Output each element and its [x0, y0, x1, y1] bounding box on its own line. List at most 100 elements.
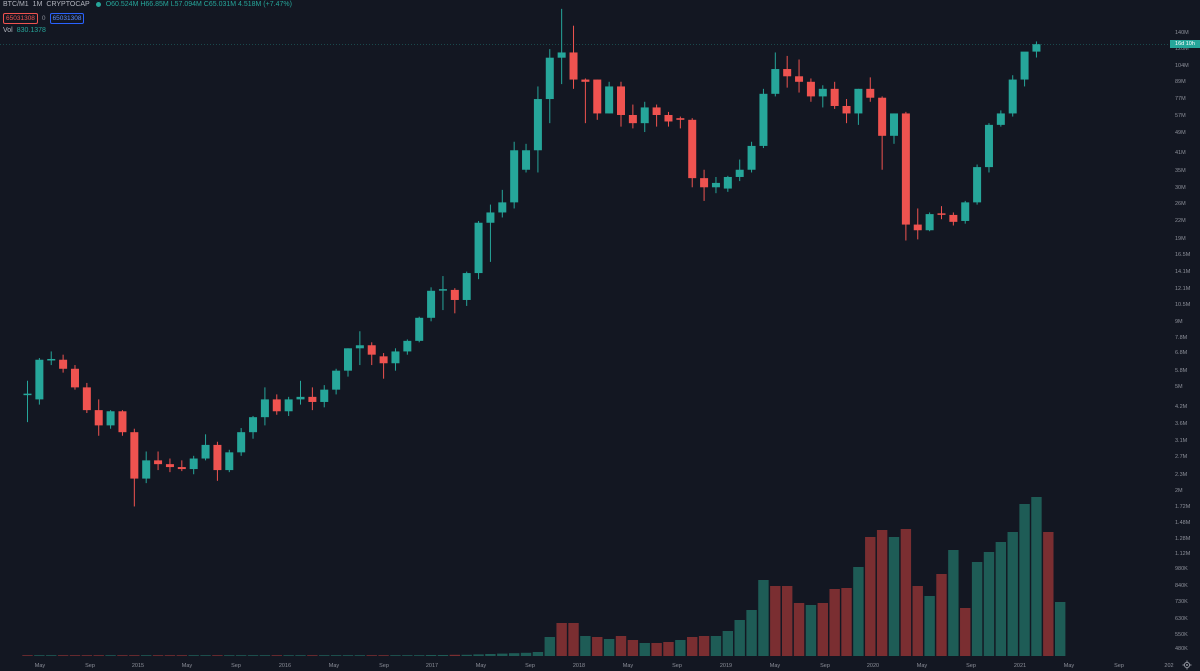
candle[interactable] — [711, 176, 720, 194]
candle[interactable] — [47, 351, 56, 366]
candle[interactable] — [154, 451, 163, 471]
candle[interactable] — [723, 175, 732, 192]
candle[interactable] — [735, 159, 744, 182]
candle[interactable] — [581, 78, 590, 124]
candle[interactable] — [913, 208, 922, 240]
candle[interactable] — [70, 365, 79, 390]
candle[interactable] — [533, 86, 542, 173]
candle[interactable] — [545, 49, 554, 124]
candle[interactable] — [284, 396, 293, 416]
candle[interactable] — [522, 143, 531, 173]
volume-bar — [1019, 504, 1030, 656]
candle[interactable] — [664, 111, 673, 127]
candle[interactable] — [201, 434, 210, 461]
interval-label[interactable]: 1M — [32, 1, 43, 8]
candle[interactable] — [1008, 75, 1017, 117]
candle[interactable] — [700, 169, 709, 201]
price-axis[interactable]: 140M 120M 104M 89M 77M 57M 49M 41M 35M 30M 26M 22M 1… — [1170, 0, 1200, 658]
candle[interactable] — [237, 428, 246, 456]
candle[interactable] — [415, 316, 424, 343]
candle[interactable] — [866, 77, 875, 102]
candle[interactable] — [23, 380, 32, 423]
candle[interactable] — [106, 410, 115, 429]
candle[interactable] — [747, 141, 756, 173]
candle[interactable] — [438, 276, 447, 311]
candle[interactable] — [486, 204, 495, 262]
candle[interactable] — [296, 380, 305, 405]
candle[interactable] — [379, 353, 388, 379]
candle[interactable] — [996, 110, 1005, 127]
candle[interactable] — [676, 116, 685, 129]
candle[interactable] — [937, 206, 946, 220]
candle[interactable] — [272, 394, 281, 415]
candle[interactable] — [474, 220, 483, 280]
candle[interactable] — [391, 348, 400, 371]
candle[interactable] — [890, 113, 899, 144]
price-chart[interactable] — [0, 0, 1170, 658]
buy-button[interactable]: 65031308 — [49, 12, 85, 24]
candle[interactable] — [225, 449, 234, 473]
gear-icon[interactable] — [1182, 660, 1192, 670]
candle[interactable] — [688, 118, 697, 188]
candle[interactable] — [557, 8, 566, 85]
candle[interactable] — [355, 331, 364, 366]
candle[interactable] — [569, 25, 578, 89]
candle[interactable] — [118, 410, 127, 436]
candle[interactable] — [640, 101, 649, 133]
candle[interactable] — [308, 387, 317, 411]
candle[interactable] — [427, 287, 436, 322]
candle[interactable] — [510, 141, 519, 209]
candle[interactable] — [249, 415, 258, 439]
candle[interactable] — [367, 342, 376, 366]
candle[interactable] — [82, 382, 91, 414]
candle[interactable] — [949, 212, 958, 226]
candle[interactable] — [403, 339, 412, 355]
candle[interactable] — [450, 288, 459, 314]
candle[interactable] — [165, 458, 174, 473]
candle[interactable] — [189, 455, 198, 475]
candle[interactable] — [35, 358, 44, 405]
candle[interactable] — [213, 441, 222, 481]
candle[interactable] — [593, 79, 602, 120]
candle[interactable] — [605, 81, 614, 114]
candle[interactable] — [130, 428, 139, 507]
candle[interactable] — [142, 451, 151, 484]
time-axis-label: 2019 — [720, 663, 732, 669]
candle[interactable] — [1032, 41, 1041, 58]
candle[interactable] — [771, 52, 780, 97]
candle[interactable] — [961, 200, 970, 224]
candle[interactable] — [628, 104, 637, 129]
candle[interactable] — [332, 368, 341, 395]
candle[interactable] — [498, 189, 507, 218]
sell-button[interactable]: 65031308 — [3, 12, 38, 24]
time-axis[interactable]: May Sep 2015 May Sep 2016 May Sep 2017 May Sep 2018… — [0, 658, 1200, 671]
candle[interactable] — [652, 104, 661, 127]
candle[interactable] — [759, 88, 768, 149]
candle[interactable] — [984, 123, 993, 173]
candle[interactable] — [260, 387, 269, 426]
candle[interactable] — [854, 88, 863, 125]
candle[interactable] — [94, 399, 103, 436]
candle[interactable] — [59, 354, 68, 373]
candle[interactable] — [830, 81, 839, 109]
candle[interactable] — [617, 81, 625, 127]
candle[interactable] — [842, 99, 851, 124]
candle[interactable] — [818, 85, 827, 108]
candle[interactable] — [343, 348, 352, 377]
candle[interactable] — [925, 212, 934, 232]
candle[interactable] — [973, 164, 982, 205]
candle[interactable] — [806, 78, 815, 102]
candle[interactable] — [320, 385, 329, 408]
candle[interactable] — [878, 96, 887, 170]
candle[interactable] — [1020, 51, 1029, 87]
candle[interactable] — [462, 271, 471, 306]
price-axis-label: 550K — [1175, 632, 1188, 638]
candle[interactable] — [901, 111, 910, 241]
symbol-label[interactable]: BTC/M1 — [3, 1, 29, 8]
candle[interactable] — [177, 460, 186, 472]
candle[interactable] — [795, 59, 804, 93]
candle[interactable] — [783, 55, 792, 88]
volume-bar — [841, 588, 852, 656]
time-axis-label: May — [329, 663, 340, 669]
volume-bar — [414, 655, 425, 656]
